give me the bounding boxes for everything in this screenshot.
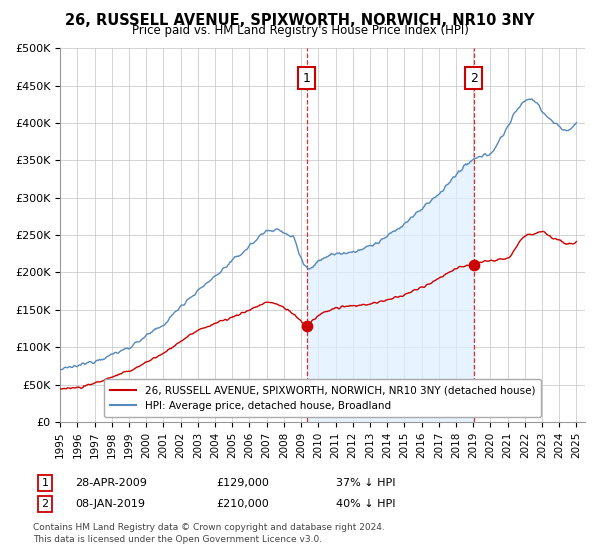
Legend: 26, RUSSELL AVENUE, SPIXWORTH, NORWICH, NR10 3NY (detached house), HPI: Average : 26, RUSSELL AVENUE, SPIXWORTH, NORWICH, … xyxy=(104,379,541,417)
Point xyxy=(469,260,478,269)
Text: 1: 1 xyxy=(302,72,311,85)
Text: 2: 2 xyxy=(470,72,478,85)
Text: Contains HM Land Registry data © Crown copyright and database right 2024.: Contains HM Land Registry data © Crown c… xyxy=(33,523,385,532)
Point xyxy=(302,321,311,330)
Text: 28-APR-2009: 28-APR-2009 xyxy=(75,478,147,488)
Text: Price paid vs. HM Land Registry's House Price Index (HPI): Price paid vs. HM Land Registry's House … xyxy=(131,24,469,37)
Text: 26, RUSSELL AVENUE, SPIXWORTH, NORWICH, NR10 3NY: 26, RUSSELL AVENUE, SPIXWORTH, NORWICH, … xyxy=(65,13,535,28)
Text: 40% ↓ HPI: 40% ↓ HPI xyxy=(336,499,395,509)
Text: 08-JAN-2019: 08-JAN-2019 xyxy=(75,499,145,509)
Text: £210,000: £210,000 xyxy=(216,499,269,509)
Text: This data is licensed under the Open Government Licence v3.0.: This data is licensed under the Open Gov… xyxy=(33,535,322,544)
Text: 1: 1 xyxy=(41,478,49,488)
Text: 37% ↓ HPI: 37% ↓ HPI xyxy=(336,478,395,488)
Text: 2: 2 xyxy=(41,499,49,509)
Text: £129,000: £129,000 xyxy=(216,478,269,488)
